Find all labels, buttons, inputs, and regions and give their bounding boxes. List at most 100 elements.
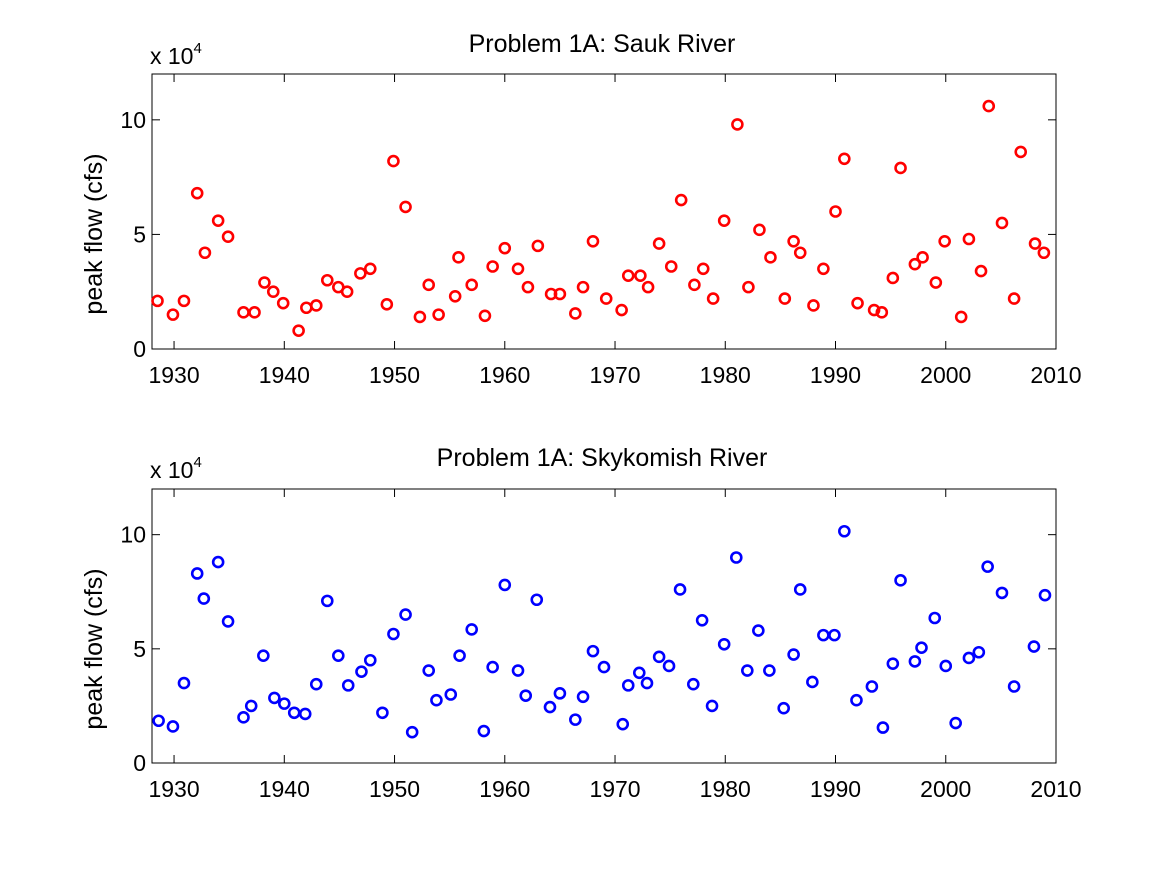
data-point bbox=[894, 161, 907, 175]
data-point bbox=[908, 257, 922, 271]
data-point bbox=[569, 713, 582, 726]
data-point bbox=[886, 271, 900, 285]
data-point bbox=[340, 285, 354, 299]
data-point bbox=[521, 280, 535, 294]
data-point bbox=[498, 578, 512, 592]
data-point bbox=[166, 308, 180, 321]
data-point bbox=[875, 306, 889, 319]
subplot-sauk-river: Problem 1A: Sauk River x 104 peak flow (… bbox=[80, 30, 1082, 388]
data-point bbox=[972, 645, 986, 659]
data-point bbox=[1027, 640, 1041, 653]
data-point bbox=[865, 680, 879, 693]
x-tick-label: 1950 bbox=[369, 776, 420, 802]
data-point bbox=[652, 237, 666, 250]
data-point bbox=[741, 664, 754, 677]
x-tick-label: 1970 bbox=[589, 776, 640, 802]
data-point bbox=[939, 659, 953, 673]
axes-box bbox=[151, 73, 1057, 350]
data-point bbox=[422, 278, 436, 292]
data-point bbox=[764, 251, 777, 264]
data-point bbox=[688, 278, 701, 292]
data-point bbox=[354, 267, 367, 280]
data-point bbox=[729, 551, 743, 564]
data-point bbox=[152, 714, 165, 728]
data-point bbox=[1037, 246, 1051, 260]
y-tick-label: 10 bbox=[120, 522, 146, 548]
y-multiplier: x 104 bbox=[150, 454, 202, 483]
data-point bbox=[422, 664, 436, 677]
data-point bbox=[915, 641, 928, 654]
data-point bbox=[320, 594, 334, 608]
y-tick-label: 0 bbox=[133, 750, 146, 776]
y-tick-label: 0 bbox=[133, 336, 146, 362]
data-point bbox=[177, 294, 191, 308]
data-point bbox=[929, 276, 943, 289]
data-point bbox=[705, 699, 719, 713]
data-point bbox=[641, 280, 655, 294]
data-point bbox=[569, 307, 582, 320]
data-point bbox=[876, 721, 890, 734]
y-tick-label: 5 bbox=[133, 221, 146, 247]
data-point bbox=[662, 659, 676, 673]
data-point bbox=[717, 637, 731, 651]
data-point bbox=[448, 289, 462, 303]
data-point bbox=[777, 701, 790, 715]
data-point bbox=[211, 555, 225, 569]
data-point bbox=[405, 725, 419, 739]
data-point bbox=[211, 214, 225, 227]
data-point bbox=[432, 308, 445, 321]
data-point bbox=[197, 592, 211, 605]
data-point bbox=[696, 262, 710, 276]
data-point bbox=[399, 608, 412, 621]
data-point bbox=[453, 649, 466, 662]
data-point bbox=[519, 689, 533, 702]
data-point bbox=[894, 574, 907, 587]
data-point bbox=[363, 262, 377, 276]
data-point bbox=[511, 262, 525, 276]
x-tick-label: 1960 bbox=[479, 776, 530, 802]
x-tick-label: 1940 bbox=[259, 362, 310, 388]
chart-title: Problem 1A: Skykomish River bbox=[437, 444, 768, 472]
data-point bbox=[640, 676, 654, 690]
x-tick-label: 1930 bbox=[148, 362, 199, 388]
data-point bbox=[1028, 237, 1042, 250]
axes-box bbox=[151, 488, 1057, 764]
data-point bbox=[576, 690, 590, 704]
data-point bbox=[586, 234, 600, 248]
y-axis-label: peak flow (cfs) bbox=[80, 568, 108, 729]
data-point bbox=[838, 152, 851, 166]
data-point bbox=[632, 666, 646, 680]
data-point bbox=[621, 269, 635, 282]
data-point bbox=[981, 560, 994, 573]
data-point bbox=[444, 688, 458, 701]
data-point bbox=[1038, 588, 1052, 602]
data-point bbox=[478, 309, 492, 323]
data-point bbox=[1007, 292, 1021, 305]
data-point bbox=[190, 186, 204, 200]
data-point bbox=[465, 278, 479, 292]
data-point bbox=[742, 280, 755, 294]
x-tick-label: 2010 bbox=[1030, 776, 1081, 802]
data-point bbox=[599, 292, 613, 305]
data-point bbox=[363, 653, 377, 667]
data-point bbox=[268, 691, 281, 705]
x-tick-label: 1960 bbox=[479, 362, 530, 388]
data-point bbox=[807, 299, 820, 312]
data-point bbox=[332, 649, 345, 662]
data-point bbox=[221, 230, 235, 244]
data-point bbox=[616, 717, 630, 731]
data-point bbox=[793, 583, 807, 596]
data-point bbox=[530, 593, 544, 607]
data-point bbox=[652, 650, 666, 664]
data-point bbox=[576, 280, 590, 294]
data-point bbox=[553, 687, 567, 700]
data-point bbox=[320, 273, 334, 287]
data-point bbox=[962, 651, 976, 665]
data-point bbox=[355, 665, 368, 678]
data-point bbox=[908, 655, 922, 668]
data-point bbox=[731, 118, 744, 131]
x-tick-label: 1940 bbox=[259, 776, 310, 802]
data-point bbox=[1014, 145, 1028, 159]
data-point bbox=[266, 285, 280, 299]
